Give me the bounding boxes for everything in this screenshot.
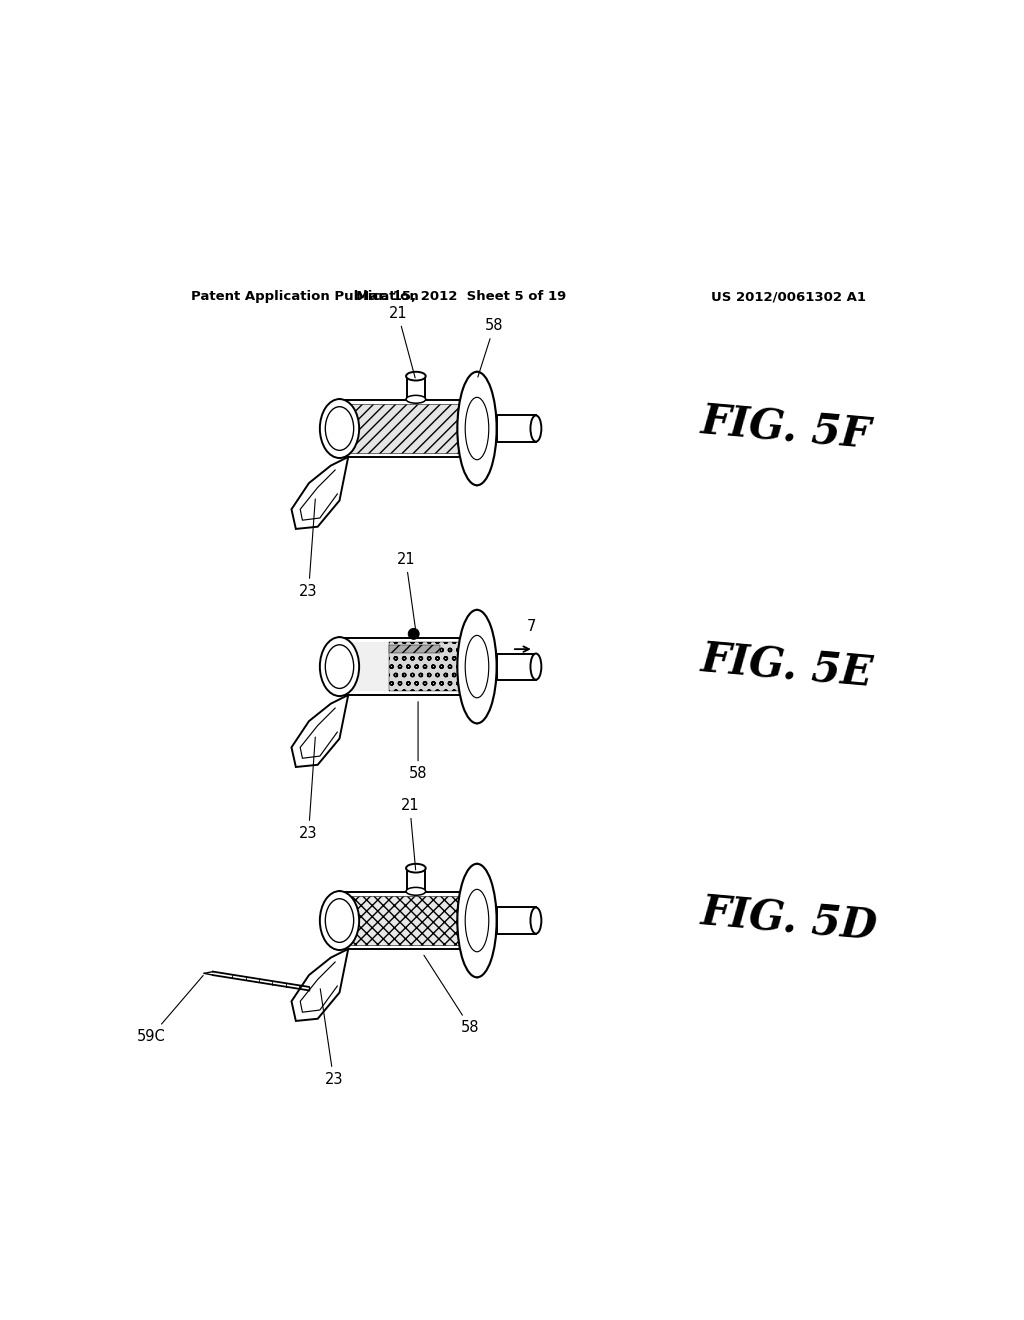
Polygon shape [340, 400, 475, 457]
Ellipse shape [407, 887, 426, 895]
Ellipse shape [465, 397, 488, 459]
Text: 59C: 59C [136, 975, 203, 1044]
Text: 23: 23 [299, 737, 317, 841]
Ellipse shape [458, 863, 497, 977]
Bar [344, 896, 473, 945]
Bar [497, 653, 536, 680]
Text: 21: 21 [388, 306, 415, 378]
Text: 7: 7 [527, 619, 537, 635]
Ellipse shape [407, 372, 426, 380]
Polygon shape [340, 892, 475, 949]
Polygon shape [292, 457, 348, 529]
Polygon shape [292, 694, 348, 767]
Text: 23: 23 [321, 989, 343, 1086]
Text: FIG. 5E: FIG. 5E [699, 638, 876, 696]
Ellipse shape [530, 416, 542, 442]
Ellipse shape [326, 407, 353, 450]
Ellipse shape [319, 891, 359, 950]
Ellipse shape [319, 399, 359, 458]
Ellipse shape [409, 628, 419, 639]
Bar [497, 416, 536, 442]
Text: 58: 58 [424, 956, 480, 1035]
Ellipse shape [407, 396, 426, 403]
Text: 21: 21 [396, 552, 416, 628]
Ellipse shape [530, 907, 542, 933]
Ellipse shape [530, 653, 542, 680]
Text: 58: 58 [409, 702, 427, 781]
Ellipse shape [319, 638, 359, 696]
Polygon shape [340, 639, 475, 694]
Bar [389, 644, 440, 652]
Ellipse shape [465, 635, 488, 698]
Text: Mar. 15, 2012  Sheet 5 of 19: Mar. 15, 2012 Sheet 5 of 19 [356, 290, 566, 304]
Ellipse shape [458, 372, 497, 486]
Text: 21: 21 [400, 797, 419, 870]
Text: 58: 58 [478, 318, 504, 378]
Text: 23: 23 [299, 499, 317, 599]
Bar [344, 642, 389, 692]
Ellipse shape [407, 863, 426, 873]
Text: FIG. 5F: FIG. 5F [699, 400, 872, 457]
Text: US 2012/0061302 A1: US 2012/0061302 A1 [711, 290, 866, 304]
Ellipse shape [326, 644, 353, 689]
Bar [389, 642, 473, 692]
Ellipse shape [465, 890, 488, 952]
Ellipse shape [326, 899, 353, 942]
Text: Patent Application Publication: Patent Application Publication [191, 290, 419, 304]
Bar [497, 907, 536, 933]
Bar [344, 404, 473, 453]
Polygon shape [292, 949, 348, 1020]
Ellipse shape [458, 610, 497, 723]
Text: FIG. 5D: FIG. 5D [699, 892, 880, 949]
